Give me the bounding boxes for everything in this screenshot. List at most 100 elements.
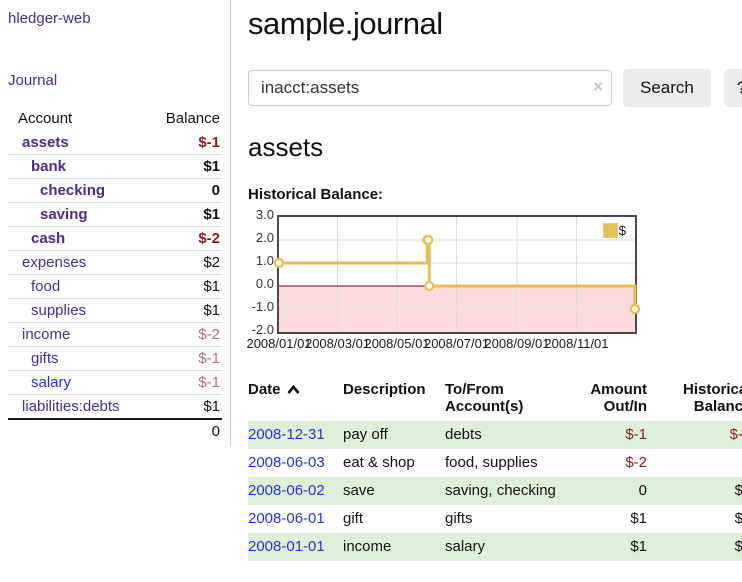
account-row: expenses $2	[8, 250, 222, 275]
tofrom-column-header: To/From Account(s)	[445, 381, 524, 415]
account-balance: $1	[203, 158, 220, 175]
description-cell: save	[343, 482, 375, 499]
sidebar: hledger-web Journal Account Balance asse…	[0, 0, 231, 447]
description-cell: gift	[343, 510, 364, 527]
account-row: supplies $1	[8, 298, 222, 323]
register-row: 2008-06-02 save saving, checking 0 $2	[248, 477, 742, 505]
account-row: liabilities:debts $1	[8, 394, 222, 420]
search-input[interactable]	[248, 70, 612, 106]
y-axis-tick-label: 0.0	[255, 276, 274, 291]
tofrom-cell: salary	[445, 538, 486, 555]
chart-canvas	[273, 217, 641, 332]
account-row: checking 0	[8, 178, 222, 203]
description-cell: eat & shop	[343, 454, 415, 471]
tofrom-cell: gifts	[445, 510, 473, 527]
account-row: bank $1	[8, 154, 222, 179]
y-axis-tick-label: 1.0	[255, 253, 274, 268]
chart-legend: $	[602, 223, 626, 238]
sidebar-item-journal[interactable]: Journal	[8, 72, 58, 89]
chart-plot-area: $	[273, 215, 641, 334]
account-link[interactable]: cash	[31, 230, 66, 247]
account-column-header: Account	[18, 110, 73, 127]
balance-cell: $1	[734, 538, 742, 555]
historical-balance-chart: $ 3.0 2.0 1.0 0.0 -1.0 -2.0 2008/01/01 2008/03/…	[246, 207, 742, 355]
account-link[interactable]: salary	[31, 374, 72, 391]
y-axis-tick-label: -2.0	[251, 322, 274, 337]
date-cell: 2008-01-01	[248, 533, 343, 561]
account-link[interactable]: supplies	[31, 302, 87, 319]
account-link[interactable]: expenses	[22, 254, 87, 271]
account-balance: $-2	[198, 326, 220, 343]
account-balance: $1	[203, 302, 220, 319]
amount-cell: 0	[638, 482, 647, 499]
accounts-table: Account Balance assets $-1 bank $1 checking 0…	[8, 107, 222, 443]
data-point	[629, 303, 641, 315]
date-link[interactable]: 2008-12-31	[248, 426, 325, 443]
account-balance: $-1	[198, 134, 220, 151]
balance-column-header-register: Historical Balance	[682, 381, 742, 415]
register-row: 2008-01-01 income salary $1 $1	[248, 533, 742, 561]
x-axis-tick-label: 2008/11/01	[544, 336, 609, 351]
account-row: assets $-1	[8, 131, 222, 155]
register-header-row: Date Description To/From Account(s) Amou…	[248, 379, 742, 421]
date-link[interactable]: 2008-06-03	[248, 454, 325, 471]
account-link[interactable]: food	[31, 278, 61, 295]
account-link[interactable]: saving	[40, 206, 88, 223]
balance-cell: $2	[734, 482, 742, 499]
date-cell: 2008-06-03	[248, 449, 343, 477]
date-cell: 2008-06-02	[248, 477, 343, 505]
account-row: food $1	[8, 274, 222, 299]
account-balance: $1	[203, 398, 220, 415]
tofrom-cell: saving, checking	[445, 482, 556, 499]
tofrom-cell: food, supplies	[445, 454, 538, 471]
tofrom-cell: debts	[445, 426, 482, 443]
accounts-header-row: Account Balance	[8, 107, 222, 131]
date-link[interactable]: 2008-01-01	[248, 538, 325, 555]
data-point	[424, 280, 435, 292]
search-help-button[interactable]: ?	[723, 69, 742, 107]
account-link[interactable]: bank	[31, 158, 67, 175]
account-link[interactable]: checking	[40, 182, 106, 199]
date-link[interactable]: 2008-06-02	[248, 482, 325, 499]
account-balance: $2	[203, 254, 220, 271]
amount-cell: $1	[630, 538, 647, 555]
account-balance: $-1	[198, 374, 220, 391]
legend-swatch-icon	[602, 223, 618, 238]
data-point	[423, 234, 434, 246]
account-link[interactable]: liabilities:debts	[22, 398, 120, 415]
account-heading: assets	[248, 132, 324, 162]
account-link[interactable]: assets	[22, 134, 69, 151]
balance-cell: $2	[734, 510, 742, 527]
register-row: 2008-12-31 pay off debts $-1 $-1	[248, 421, 742, 449]
amount-cell: $-1	[625, 426, 647, 443]
x-axis-tick-label: 2008/03/01	[304, 336, 371, 351]
app-title-link[interactable]: hledger-web	[8, 10, 91, 27]
account-link[interactable]: income	[22, 326, 71, 343]
register-table: Date Description To/From Account(s) Amou…	[248, 379, 742, 561]
balance-column-header: Balance	[165, 110, 220, 127]
account-row: saving $1	[8, 202, 222, 227]
description-cell: pay off	[343, 426, 388, 443]
sort-ascending-icon	[287, 384, 300, 394]
search-button[interactable]: Search	[623, 69, 711, 107]
search-box: ×	[248, 70, 612, 106]
account-row: cash $-2	[8, 226, 222, 251]
chart-heading: Historical Balance:	[248, 186, 384, 203]
account-balance: 0	[211, 182, 220, 199]
account-row: salary $-1	[8, 370, 222, 395]
balance-cell: 0	[655, 449, 742, 477]
data-point	[273, 257, 285, 269]
accounts-total-value: 0	[211, 423, 220, 440]
account-link[interactable]: gifts	[31, 350, 59, 367]
main-content: sample.journal × Search ? assets Histori…	[231, 0, 742, 561]
balance-cell: $-1	[729, 426, 742, 443]
account-balance: $-2	[198, 230, 220, 247]
date-cell: 2008-06-01	[248, 505, 343, 533]
x-axis-tick-label: 2008/01/01	[246, 336, 312, 351]
description-column-header: Description	[343, 381, 426, 398]
page-title: sample.journal	[248, 6, 443, 41]
accounts-total-row: 0	[8, 419, 222, 443]
date-link[interactable]: 2008-06-01	[248, 510, 325, 527]
clear-search-icon[interactable]: ×	[593, 77, 603, 96]
date-column-header[interactable]: Date	[248, 379, 343, 421]
